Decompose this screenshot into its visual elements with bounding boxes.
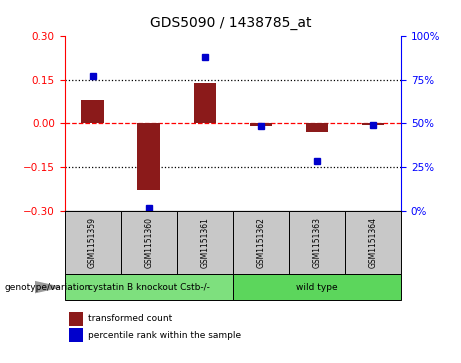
Text: GSM1151364: GSM1151364 (368, 217, 378, 268)
Text: cystatin B knockout Cstb-/-: cystatin B knockout Cstb-/- (88, 283, 210, 291)
Text: GDS5090 / 1438785_at: GDS5090 / 1438785_at (150, 16, 311, 30)
Bar (82, 100, 104, 123)
Text: GSM1151359: GSM1151359 (88, 217, 97, 268)
Text: wild type: wild type (296, 283, 338, 291)
Text: GSM1151362: GSM1151362 (256, 217, 266, 268)
Text: GSM1151363: GSM1151363 (313, 217, 321, 268)
Text: genotype/variation: genotype/variation (5, 283, 91, 291)
Bar (137, 123, 160, 190)
Text: transformed count: transformed count (88, 314, 172, 323)
Text: GSM1151361: GSM1151361 (200, 217, 209, 268)
Bar (362, 123, 384, 125)
Text: GSM1151360: GSM1151360 (144, 217, 153, 268)
Text: percentile rank within the sample: percentile rank within the sample (88, 331, 241, 339)
Polygon shape (35, 282, 60, 293)
Bar (306, 123, 328, 132)
Bar (194, 83, 216, 123)
Bar (250, 123, 272, 126)
